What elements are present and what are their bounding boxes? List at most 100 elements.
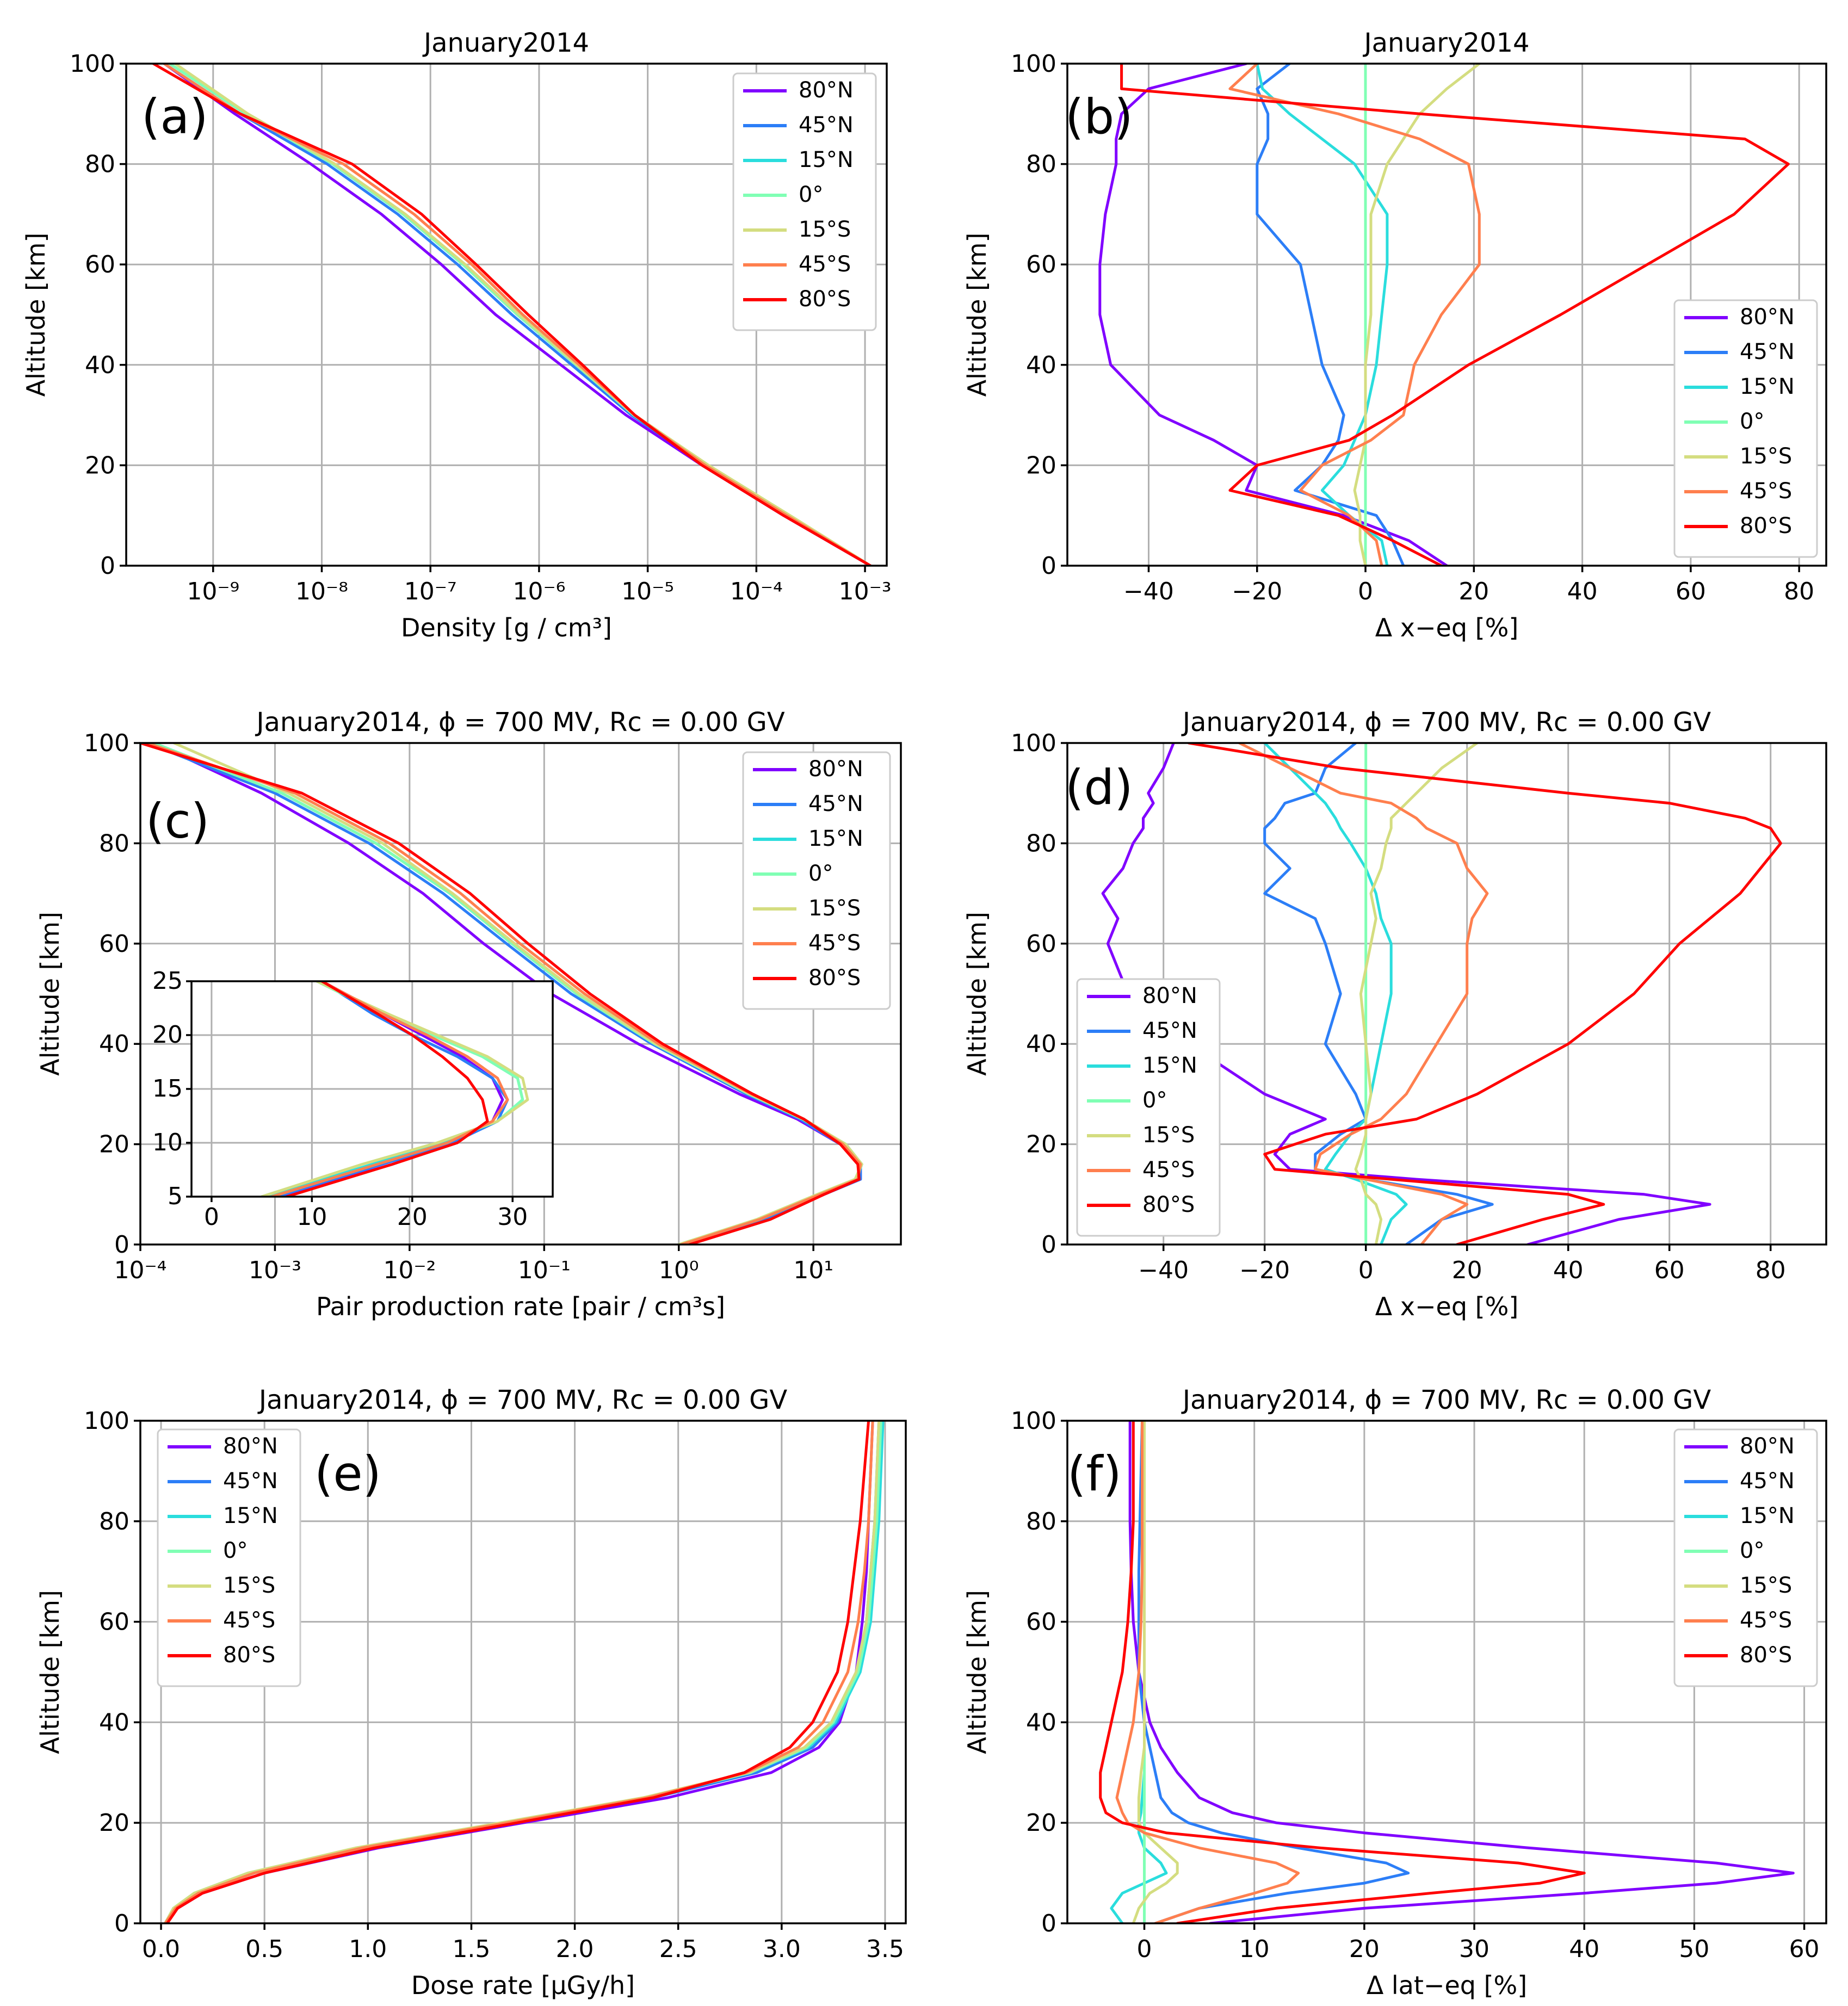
y-tick-label: 40 [1026,1708,1056,1736]
legend-label-45degn: 45°N [223,1469,278,1494]
inset-series-line-80degs [285,981,489,1197]
inset-y-tick-label: 5 [168,1182,183,1210]
x-tick-label: 20 [1349,1935,1380,1963]
x-tick-label: 10⁻⁵ [621,578,674,605]
y-tick-label: 0 [1041,1231,1056,1259]
legend-label-80degs: 80°S [808,965,861,990]
chart-title: January2014 [1362,28,1529,58]
legend-label-15degs: 15°S [799,217,851,242]
x-tick-label: 10⁰ [659,1256,699,1284]
y-axis-label: Altitude [km] [962,1590,992,1754]
y-tick-label: 60 [1026,1608,1056,1636]
x-tick-label: 30 [1459,1935,1489,1963]
series-line-80degs [165,1421,870,1923]
x-tick-label: 40 [1569,1935,1599,1963]
y-axis-label: Altitude [km] [21,233,51,397]
x-axis-label: Δ x−eq [%] [1375,613,1519,642]
legend-label-0deg: 0° [223,1538,248,1563]
y-tick-label: 0 [1041,1910,1056,1937]
series-line-80degs [140,743,861,1245]
x-tick-label: 1.5 [452,1935,490,1963]
legend-label-45degn: 45°N [1142,1018,1197,1043]
panel-c: 10⁻⁴ 10⁻³ 10⁻² 10⁻¹ 10⁰ 10¹020406080100Januar… [35,707,902,1321]
x-tick-label: 10⁻⁹ [187,578,239,605]
y-tick-label: 20 [1026,1809,1056,1837]
y-axis-label: Altitude [km] [962,912,992,1076]
y-tick-label: 0 [100,552,115,580]
x-tick-label: −40 [1138,1256,1189,1284]
y-axis-label: Altitude [km] [35,1590,65,1754]
chart-title: January2014, ϕ = 700 MV, Rc = 0.00 GV [1181,1385,1711,1415]
legend-label-45degn: 45°N [1740,1469,1795,1494]
panel-tag: (e) [314,1446,381,1502]
legend-label-80degn: 80°N [808,757,863,782]
y-tick-label: 40 [99,1030,129,1058]
plot-frame [1066,1420,1827,1924]
x-axis-label: Dose rate [µGy/h] [411,1971,635,2000]
inset-x-tick-label: 20 [397,1203,428,1231]
inset-y-tick-label: 15 [152,1075,183,1103]
series-line-15degs [164,1421,881,1923]
legend-label-45degs: 45°S [808,931,861,956]
inset-y-tick-label: 20 [152,1021,183,1049]
y-tick-label: 80 [99,829,129,857]
panel-d: −40 −20 0 20 40 60 80 0 20 40 60 80 100 January2014, … [962,707,1827,1321]
x-tick-label: 60 [1654,1256,1685,1284]
x-axis-label: Δ x−eq [%] [1375,1292,1519,1321]
x-tick-label: 80 [1756,1256,1786,1284]
y-tick-label: 0 [114,1910,129,1937]
legend-label-80degn: 80°N [223,1434,278,1459]
series-line-80degs [1099,1421,1586,1923]
series-line-45degs [164,1421,874,1923]
panel-a: 10⁻⁹ 10⁻⁸ 10⁻⁷ 10⁻⁶ 10⁻⁵ 10⁻⁴ 10⁻³ 0 20 40 60 80 100… [21,28,891,642]
plot-frame [139,1420,907,1924]
legend-label-45degs: 45°S [223,1608,275,1633]
series-line-80degn [1098,64,1448,566]
series-line-15degs [174,64,872,566]
inset-x-tick-label: 0 [204,1203,219,1231]
x-tick-label: 50 [1679,1935,1709,1963]
chart-title: January2014 [422,28,589,58]
x-tick-label: 10⁻¹ [518,1256,571,1284]
legend-label-45degs: 45°S [799,252,851,277]
series-line-45degs [1228,64,1481,566]
x-tick-label: 40 [1567,578,1598,605]
y-tick-label: 60 [1026,930,1056,958]
series-line-15degn [1256,64,1389,566]
x-axis-label: Pair production rate [pair / cm³s] [316,1292,725,1321]
y-tick-label: 60 [1026,251,1056,278]
y-tick-label: 80 [99,1508,129,1536]
legend-label-45degs: 45°S [1740,479,1792,504]
plot-frame [1066,742,1827,1246]
legend-label-15degn: 15°N [799,147,854,172]
legend-label-0deg: 0° [808,861,833,886]
series-line-15degn [1263,743,1408,1245]
x-tick-label: −20 [1239,1256,1290,1284]
series-group [152,64,872,566]
x-tick-label: 10⁻⁸ [295,578,348,605]
x-tick-label: 10⁻⁷ [404,578,457,605]
legend-label-15degs: 15°S [1740,444,1792,469]
x-tick-label: 20 [1458,578,1489,605]
y-tick-label: 100 [84,1407,129,1435]
y-tick-label: 60 [85,251,115,278]
legend-label-45degn: 45°N [808,791,863,816]
y-tick-label: 0 [114,1231,129,1259]
y-tick-label: 20 [99,1131,129,1159]
inset-series-line-45degs [270,981,509,1197]
inset-y-tick-label: 25 [152,967,183,995]
inset-series-line-15degs [260,981,529,1197]
series-line-80degs [1120,64,1790,566]
legend-label-80degs: 80°S [223,1643,275,1668]
legend-label-80degn: 80°N [799,78,854,103]
plot-frame [139,742,902,1246]
legend-label-15degs: 15°S [1740,1573,1792,1598]
legend-label-80degs: 80°S [799,287,851,312]
panel-f: 0 10 20 30 40 50 60 0 20 40 60 80 100 January2014, ϕ … [962,1385,1827,2000]
legend-label-45degn: 45°N [799,113,854,138]
x-tick-label: 80 [1784,578,1814,605]
legend-label-80degs: 80°S [1142,1192,1195,1217]
y-tick-label: 40 [1026,351,1056,379]
series-line-45degs [1238,743,1489,1245]
